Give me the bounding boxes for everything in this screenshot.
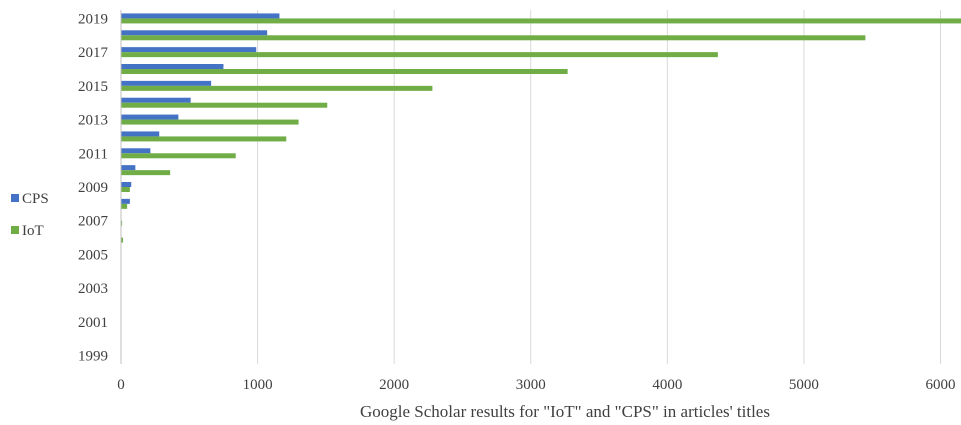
bar-iot-2015 bbox=[121, 85, 433, 91]
bar-cps-2008 bbox=[121, 198, 130, 204]
bar-cps-2012 bbox=[121, 131, 160, 137]
bar-iot-2014 bbox=[121, 102, 328, 108]
y-tick-label-2013: 2013 bbox=[78, 113, 108, 129]
x-tick-label-3000: 3000 bbox=[516, 377, 546, 393]
bar-iot-2019 bbox=[121, 18, 961, 24]
y-tick-labels: 2019 2017 2015 2013 2011 2009 2007 2005 2003 2001… bbox=[78, 11, 109, 364]
bar-cps-2017 bbox=[121, 47, 257, 53]
x-tick-label-4000: 4000 bbox=[652, 377, 682, 393]
y-tick-label-2019: 2019 bbox=[78, 11, 108, 27]
bar-cps-2016 bbox=[121, 64, 224, 69]
x-tick-label-6000: 6000 bbox=[926, 377, 956, 393]
bar-iot-2010 bbox=[121, 170, 171, 176]
y-tick-label-2007: 2007 bbox=[78, 214, 109, 230]
bar-iot-2018 bbox=[121, 35, 866, 41]
gridlines bbox=[257, 10, 942, 364]
bar-iot-2017 bbox=[121, 52, 718, 58]
bar-iot-2013 bbox=[121, 119, 299, 125]
bar-cps-2019 bbox=[121, 13, 280, 19]
bar-cps-2010 bbox=[121, 165, 136, 171]
x-tick-label-2000: 2000 bbox=[379, 377, 409, 393]
legend: CPS IoT bbox=[11, 191, 49, 239]
bar-iot-2009 bbox=[121, 187, 130, 192]
legend-swatch-cps bbox=[11, 194, 19, 202]
legend-label-iot: IoT bbox=[22, 223, 44, 239]
y-tick-label-1999: 1999 bbox=[78, 349, 108, 365]
y-tick-label-2015: 2015 bbox=[78, 79, 108, 95]
bar-cps-2018 bbox=[121, 30, 268, 36]
x-tick-label-0: 0 bbox=[117, 377, 125, 393]
bar-iot-2008 bbox=[121, 203, 128, 209]
legend-label-cps: CPS bbox=[22, 191, 49, 207]
x-tick-label-1000: 1000 bbox=[243, 377, 273, 393]
bars bbox=[121, 13, 961, 243]
y-tick-label-2011: 2011 bbox=[79, 146, 108, 162]
bar-iot-2012 bbox=[121, 136, 287, 142]
bar-cps-2009 bbox=[121, 182, 132, 187]
x-tick-label-5000: 5000 bbox=[789, 377, 819, 393]
legend-swatch-iot bbox=[11, 226, 19, 234]
bar-cps-2011 bbox=[121, 148, 151, 154]
bar-iot-2006 bbox=[121, 237, 124, 243]
y-tick-label-2001: 2001 bbox=[78, 315, 108, 331]
bar-cps-2014 bbox=[121, 97, 191, 103]
y-tick-label-2017: 2017 bbox=[78, 45, 109, 61]
bar-iot-2011 bbox=[121, 153, 236, 159]
bar-iot-2007 bbox=[121, 220, 123, 226]
y-tick-label-2005: 2005 bbox=[78, 247, 108, 263]
y-tick-label-2003: 2003 bbox=[78, 281, 108, 297]
bar-cps-2015 bbox=[121, 80, 212, 86]
y-tick-label-2009: 2009 bbox=[78, 180, 108, 196]
bar-iot-2016 bbox=[121, 69, 568, 74]
x-axis-title: Google Scholar results for "IoT" and "CP… bbox=[360, 402, 770, 421]
bar-cps-2013 bbox=[121, 114, 179, 120]
x-tick-labels: 0 1000 2000 3000 4000 5000 6000 bbox=[117, 377, 955, 393]
